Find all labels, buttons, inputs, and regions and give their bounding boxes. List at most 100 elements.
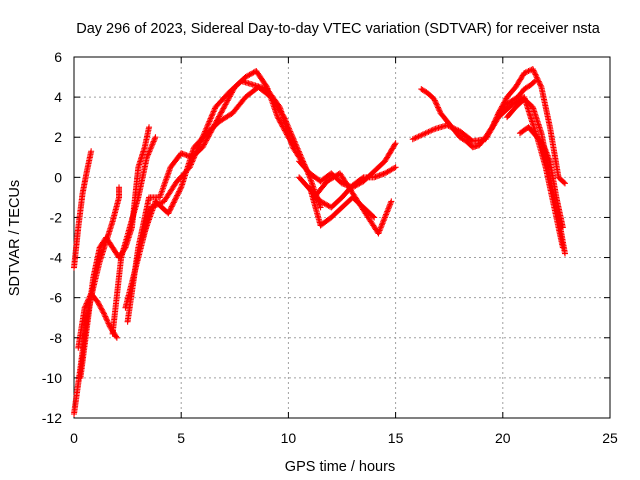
data-point	[560, 179, 567, 186]
y-axis-label: SDTVAR / TECUs	[7, 180, 23, 296]
series-track-o	[495, 66, 568, 187]
data-point	[288, 131, 295, 138]
data-point	[391, 165, 398, 172]
data-point	[391, 141, 398, 148]
data-point	[211, 107, 218, 114]
data-point	[452, 126, 459, 133]
data-point	[150, 138, 157, 145]
data-point	[426, 128, 433, 135]
data-point	[224, 97, 231, 104]
series-track-l	[311, 170, 395, 237]
data-point	[522, 69, 529, 76]
data-point	[448, 124, 455, 131]
data-point	[498, 104, 505, 111]
y-tick-label: -6	[50, 290, 63, 306]
y-tick-label: -2	[50, 209, 63, 225]
data-point	[97, 304, 104, 311]
data-point	[534, 75, 541, 82]
data-point	[173, 193, 180, 200]
data-point	[433, 101, 440, 108]
data-point	[414, 134, 421, 141]
data-point	[531, 68, 538, 75]
data-point	[422, 130, 429, 137]
data-point	[276, 116, 283, 123]
data-point	[174, 191, 181, 198]
data-point	[370, 213, 377, 220]
data-point	[290, 137, 297, 144]
data-point	[205, 119, 212, 126]
data-point	[220, 105, 227, 112]
data-point	[419, 131, 426, 138]
data-point	[223, 98, 230, 105]
data-point	[418, 132, 425, 139]
data-point	[416, 132, 423, 139]
data-point	[292, 141, 299, 148]
series-track-e	[109, 134, 159, 337]
data-point	[102, 314, 109, 321]
data-point	[524, 68, 531, 75]
data-point	[282, 118, 289, 125]
data-point	[203, 125, 210, 132]
chart-title: Day 296 of 2023, Sidereal Day-to-day VTE…	[76, 21, 600, 37]
data-point	[297, 151, 304, 158]
data-point	[411, 135, 418, 142]
data-point	[105, 320, 112, 327]
data-point	[166, 209, 173, 216]
data-point	[409, 136, 416, 143]
data-point	[145, 151, 152, 158]
data-point	[113, 334, 120, 341]
data-point	[146, 124, 153, 131]
data-point	[96, 301, 103, 308]
data-point	[208, 112, 215, 119]
data-point	[451, 125, 458, 132]
y-tick-label: 4	[54, 89, 62, 105]
data-point	[392, 164, 399, 171]
series-track-m	[418, 78, 538, 151]
data-point	[435, 104, 442, 111]
y-tick-label: 0	[54, 169, 62, 185]
data-point	[104, 317, 111, 324]
data-point	[429, 126, 436, 133]
data-point	[172, 196, 179, 203]
data-point	[435, 105, 442, 112]
data-point	[151, 135, 158, 142]
data-point	[500, 100, 507, 107]
data-point	[317, 204, 324, 211]
data-point	[221, 104, 228, 111]
data-point	[219, 106, 226, 113]
data-point	[537, 81, 544, 88]
data-point	[210, 108, 217, 115]
data-point	[166, 207, 173, 214]
data-point	[495, 110, 502, 117]
series-track-q	[516, 124, 566, 251]
data-point	[83, 301, 90, 308]
data-point	[88, 148, 95, 155]
data-point	[170, 200, 177, 207]
data-point	[433, 100, 440, 107]
data-point	[204, 122, 211, 129]
data-point	[145, 149, 152, 156]
axis-ticks: 0 5 10 15 20 25 -12 -10 -8 -6 -4 -2 0 2 4 6	[42, 49, 618, 446]
data-point	[561, 180, 568, 187]
y-tick-label: -10	[42, 370, 62, 386]
data-point	[496, 108, 503, 115]
data-point	[529, 66, 536, 73]
data-point	[436, 107, 443, 114]
data-point	[559, 244, 566, 251]
data-point	[499, 102, 506, 109]
data-point	[96, 302, 103, 309]
data-point	[210, 109, 217, 116]
data-point	[412, 134, 419, 141]
data-point	[298, 154, 305, 161]
data-point	[168, 204, 175, 211]
data-point	[281, 114, 288, 121]
data-point	[533, 74, 540, 81]
y-tick-label: 6	[54, 49, 62, 65]
data-point	[216, 113, 223, 120]
data-point	[207, 115, 214, 122]
data-point	[171, 198, 178, 205]
data-point	[532, 71, 539, 78]
data-point	[497, 106, 504, 113]
data-point	[98, 306, 105, 313]
